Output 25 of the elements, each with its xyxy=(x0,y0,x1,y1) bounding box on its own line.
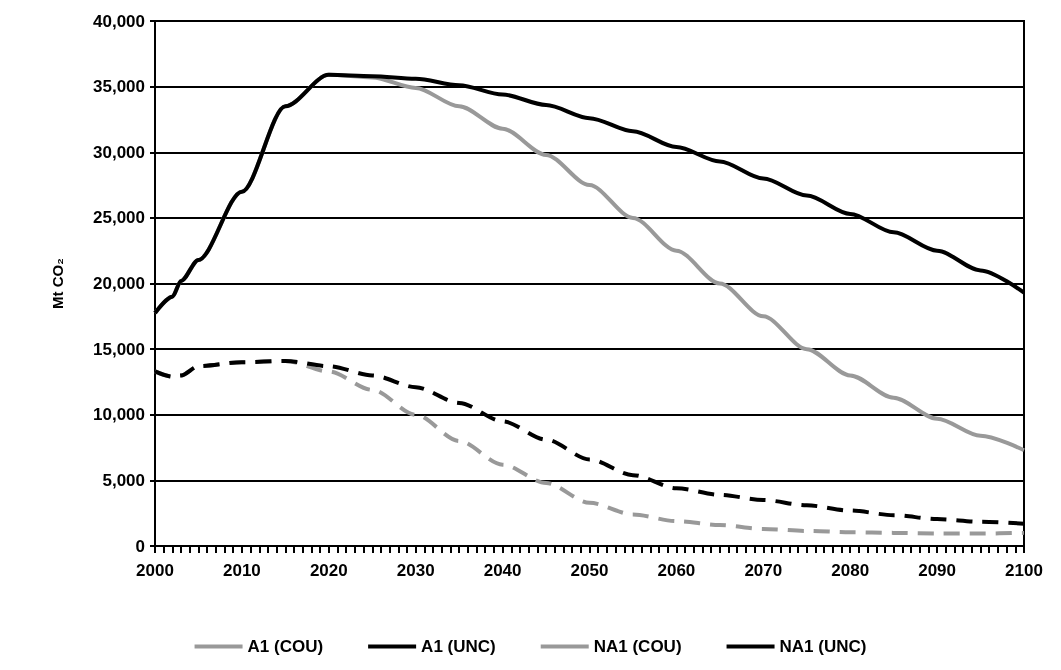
y-tick-label: 40,000 xyxy=(93,11,145,31)
y-axis-title: Mt CO₂ xyxy=(49,258,66,309)
y-tick-label: 10,000 xyxy=(93,405,145,425)
y-tick-label: 20,000 xyxy=(93,274,145,293)
y-tick-label: 0 xyxy=(135,536,145,556)
y-tick-label: 35,000 xyxy=(93,77,145,97)
y-tick-label: 30,000 xyxy=(93,142,145,162)
x-tick-label: 2010 xyxy=(222,561,261,580)
legend-label: A1 (COU) xyxy=(247,637,324,656)
x-tick-label: 2030 xyxy=(396,561,435,580)
legend-label: NA1 (COU) xyxy=(593,637,682,656)
y-tick-label: 25,000 xyxy=(93,208,145,228)
x-tick-label: 2000 xyxy=(136,561,174,580)
x-tick-label: 2060 xyxy=(657,561,696,580)
x-tick-label: 2090 xyxy=(918,561,957,580)
x-tick-label: 2100 xyxy=(1005,561,1043,580)
y-tick-label: 5,000 xyxy=(102,470,145,490)
x-tick-label: 2050 xyxy=(570,561,609,580)
legend-label: A1 (UNC) xyxy=(421,637,496,656)
x-tick-label: 2070 xyxy=(744,561,783,580)
x-tick-label: 2040 xyxy=(483,561,522,580)
legend-label: NA1 (UNC) xyxy=(779,637,867,656)
x-tick-label: 2080 xyxy=(831,561,870,580)
x-tick-label: 2020 xyxy=(309,561,348,580)
y-tick-label: 15,000 xyxy=(93,339,145,359)
